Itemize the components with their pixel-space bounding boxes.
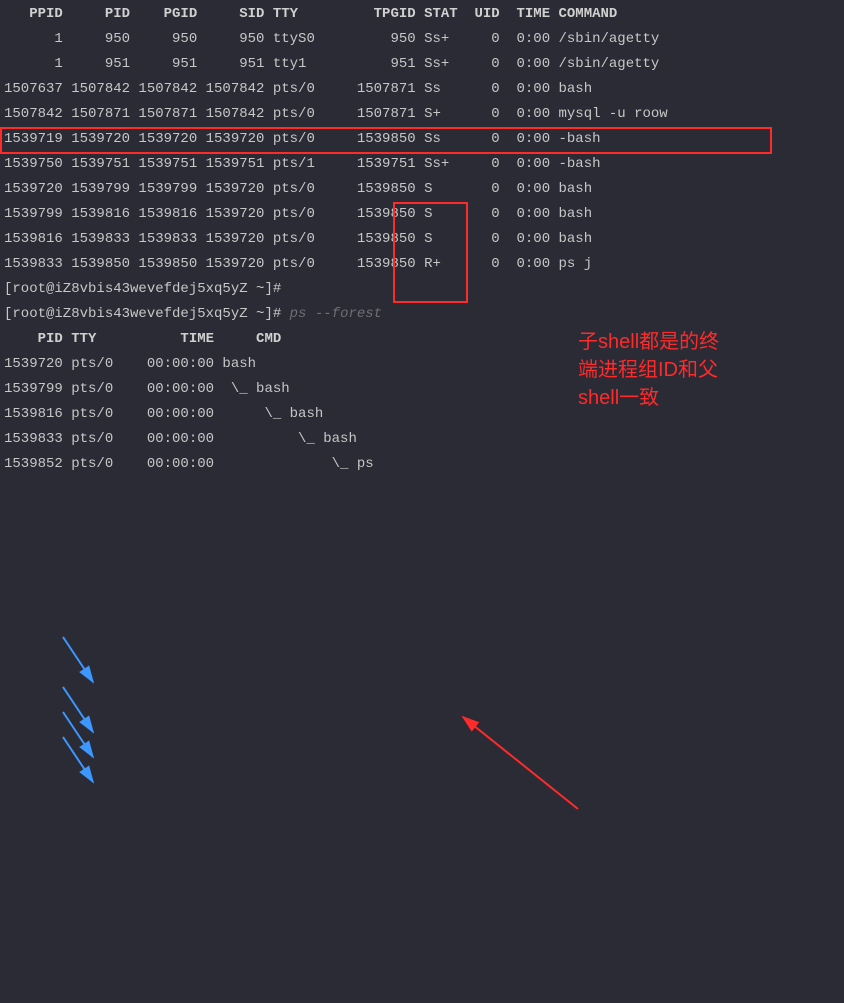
command-text: ps --forest: [290, 306, 382, 322]
red-arrow: [463, 717, 578, 809]
ps-row: 1539720 1539799 1539799 1539720 pts/0 15…: [0, 177, 844, 202]
annotation-line: 端进程组ID和父: [578, 356, 719, 384]
annotation-text: 子shell都是的终端进程组ID和父shell一致: [578, 328, 719, 412]
shell-prompt[interactable]: [root@iZ8vbis43wevefdej5xq5yZ ~]# ps --f…: [0, 302, 844, 327]
shell-prompt[interactable]: [root@iZ8vbis43wevefdej5xq5yZ ~]#: [0, 277, 844, 302]
forest-row: 1539833 pts/0 00:00:00 \_ bash: [0, 427, 844, 452]
annotation-line: shell一致: [578, 384, 719, 412]
ps-row: 1539719 1539720 1539720 1539720 pts/0 15…: [0, 127, 844, 152]
ps-row: 1507842 1507871 1507871 1507842 pts/0 15…: [0, 102, 844, 127]
prompt-text: [root@iZ8vbis43wevefdej5xq5yZ ~]#: [4, 281, 290, 297]
arrow-overlay: [0, 477, 844, 1003]
ps-row: 1 951 951 951 tty1 951 Ss+ 0 0:00 /sbin/…: [0, 52, 844, 77]
prompt-text: [root@iZ8vbis43wevefdej5xq5yZ ~]#: [4, 306, 290, 322]
blue-arrow: [63, 637, 93, 682]
blue-arrow: [63, 687, 93, 732]
forest-row: 1539852 pts/0 00:00:00 \_ ps: [0, 452, 844, 477]
ps-row: 1539750 1539751 1539751 1539751 pts/1 15…: [0, 152, 844, 177]
ps-row: 1539799 1539816 1539816 1539720 pts/0 15…: [0, 202, 844, 227]
ps-header: PPID PID PGID SID TTY TPGID STAT UID TIM…: [0, 2, 844, 27]
ps-row: 1539833 1539850 1539850 1539720 pts/0 15…: [0, 252, 844, 277]
annotation-line: 子shell都是的终: [578, 328, 719, 356]
ps-row: 1 950 950 950 ttyS0 950 Ss+ 0 0:00 /sbin…: [0, 27, 844, 52]
blue-arrow: [63, 712, 93, 757]
blue-arrow: [63, 737, 93, 782]
ps-row: 1507637 1507842 1507842 1507842 pts/0 15…: [0, 77, 844, 102]
ps-row: 1539816 1539833 1539833 1539720 pts/0 15…: [0, 227, 844, 252]
